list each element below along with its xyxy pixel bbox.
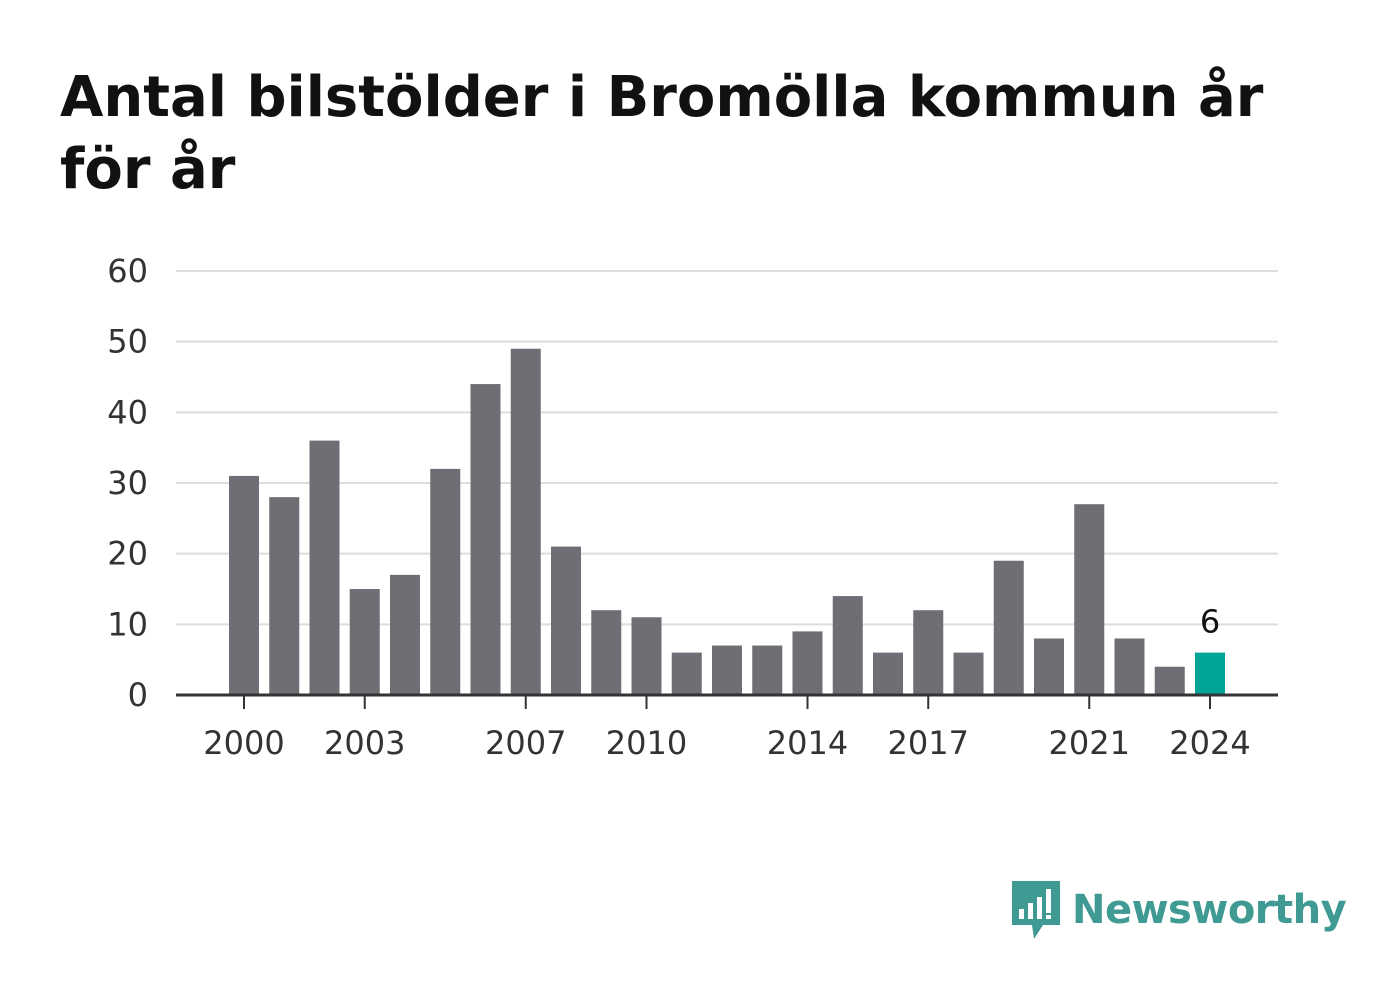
x-tick-label: 2010 (606, 724, 687, 762)
bar-2022 (1114, 638, 1145, 695)
newsworthy-logo-icon (1012, 881, 1060, 939)
bar-2021 (1074, 504, 1105, 695)
bar-2019 (993, 560, 1024, 695)
bars (229, 348, 1225, 695)
x-tick-label: 2000 (203, 724, 284, 762)
x-tick-label: 2024 (1169, 724, 1250, 762)
bar-2004 (390, 574, 420, 695)
bar-2011 (671, 652, 702, 695)
y-tick-label: 0 (128, 676, 148, 714)
bar-2008 (551, 546, 581, 695)
bar-2013 (752, 645, 783, 695)
brand-logo: Newsworthy (1010, 878, 1347, 942)
brand-name: Newsworthy (1072, 887, 1347, 933)
grid-lines (176, 270, 1278, 626)
bar-2001 (269, 497, 300, 695)
bar-2016 (873, 652, 903, 695)
y-tick-label: 20 (107, 535, 148, 573)
x-tick-label: 2003 (324, 724, 405, 762)
bar-2005 (430, 468, 461, 695)
axes (176, 693, 1278, 709)
bar-2007 (510, 348, 541, 695)
bar-2020 (1034, 638, 1064, 695)
bar-2015 (832, 596, 863, 695)
x-tick-label: 2014 (767, 724, 848, 762)
bar-2024 (1195, 652, 1225, 695)
bar-2000 (229, 475, 259, 695)
y-tick-label: 50 (107, 323, 148, 361)
x-tick-label: 2007 (485, 724, 566, 762)
y-tick-label: 10 (107, 605, 148, 643)
bar-2012 (712, 645, 742, 695)
y-tick-label: 40 (107, 393, 148, 431)
data-label: 6 (1200, 603, 1220, 641)
bar-2003 (349, 589, 380, 695)
bar-2002 (309, 440, 340, 695)
y-tick-label: 60 (107, 252, 148, 290)
bar-2014 (792, 631, 823, 695)
bar-2006 (470, 384, 501, 695)
tick-labels: 0 10 20 30 40 50 60 6 2000 2003 2007 2010 2014 2017 20… (107, 252, 1250, 762)
chart-title: Antal bilstölder i Bromölla kommun år fö… (60, 65, 1264, 202)
y-tick-label: 30 (107, 464, 148, 502)
x-tick-label: 2021 (1049, 724, 1130, 762)
bar-2010 (631, 617, 662, 695)
bar-2023 (1154, 666, 1185, 695)
bar-2009 (591, 610, 622, 695)
bar-2018 (953, 652, 984, 695)
bar-2017 (913, 610, 944, 695)
x-tick-label: 2017 (888, 724, 969, 762)
